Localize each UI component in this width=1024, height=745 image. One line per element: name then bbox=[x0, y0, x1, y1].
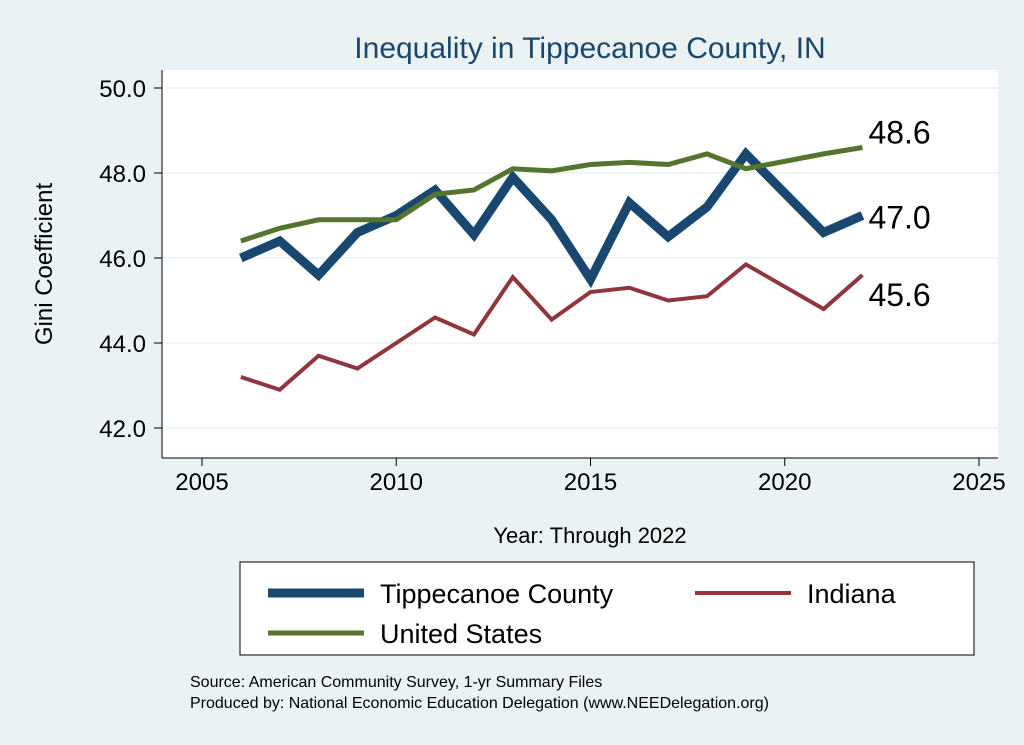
chart-title: Inequality in Tippecanoe County, IN bbox=[354, 32, 825, 65]
series-line-tippecanoe-county bbox=[239, 146, 865, 289]
axes: 42.0 44.0 46.0 48.0 50.0 2005 2010 2015 2020 2025 bbox=[99, 70, 1006, 496]
legend-label: Indiana bbox=[807, 579, 897, 609]
legend-box bbox=[239, 561, 975, 656]
y-tick-label: 46.0 bbox=[99, 246, 146, 273]
end-label: 45.6 bbox=[868, 277, 930, 313]
legend: Tippecanoe County Indiana United States bbox=[268, 579, 897, 649]
series-line-united-states bbox=[240, 145, 863, 244]
end-label: 47.0 bbox=[868, 200, 930, 236]
x-tick-label: 2020 bbox=[758, 469, 811, 496]
end-labels: 47.0 45.6 48.6 bbox=[868, 115, 930, 314]
y-axis-label: Gini Coefficient bbox=[31, 183, 58, 346]
y-tick-label: 50.0 bbox=[99, 76, 146, 103]
series-line-indiana bbox=[240, 261, 864, 393]
y-tick-label: 44.0 bbox=[99, 331, 146, 358]
source-note: Source: American Community Survey, 1-yr … bbox=[190, 674, 602, 691]
y-tick-label: 48.0 bbox=[99, 161, 146, 188]
legend-label: United States bbox=[380, 619, 542, 649]
end-label: 48.6 bbox=[868, 115, 930, 151]
x-tick-label: 2025 bbox=[952, 469, 1005, 496]
x-tick-label: 2015 bbox=[564, 469, 617, 496]
y-tick-label: 42.0 bbox=[99, 416, 146, 443]
producer-note: Produced by: National Economic Education… bbox=[190, 695, 769, 712]
x-tick-label: 2010 bbox=[370, 469, 423, 496]
legend-label: Tippecanoe County bbox=[380, 579, 614, 609]
series-lines bbox=[239, 145, 865, 393]
x-tick-label: 2005 bbox=[175, 469, 228, 496]
x-axis-label: Year: Through 2022 bbox=[493, 523, 686, 548]
